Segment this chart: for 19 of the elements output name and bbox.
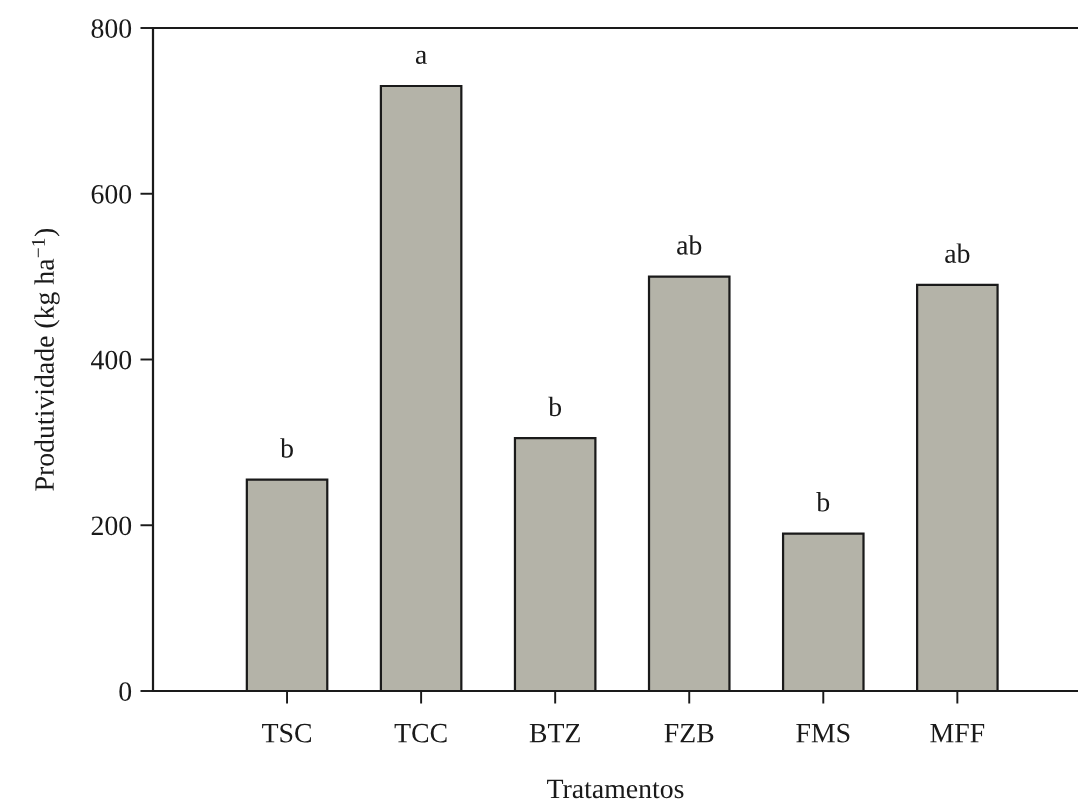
annotation: b	[548, 396, 562, 417]
y-axis-title: Produtividade (kg ha$^{−1}$)	[31, 228, 60, 491]
x-tick-label: TCC	[394, 723, 447, 743]
y-tick-label: 800	[91, 19, 132, 38]
annotation: ab	[945, 243, 970, 263]
x-tick-label: MFF	[930, 724, 985, 743]
annotation: ab	[677, 235, 702, 255]
x-tick-label: FMS	[796, 723, 850, 743]
annotation: b	[280, 438, 293, 458]
x-tick-label: TSC	[262, 723, 311, 743]
annotation: b	[816, 492, 830, 512]
annotation: a	[415, 50, 427, 65]
y-tick-label: 200	[91, 516, 132, 536]
y-tick-label: 0	[119, 682, 132, 701]
x-axis-title: Tratamentos	[547, 779, 684, 799]
y-tick-label: 600	[91, 184, 132, 204]
x-tick-label: BTZ	[529, 724, 580, 743]
x-tick-label: FZB	[664, 724, 714, 743]
y-tick-label: 400	[91, 350, 132, 370]
